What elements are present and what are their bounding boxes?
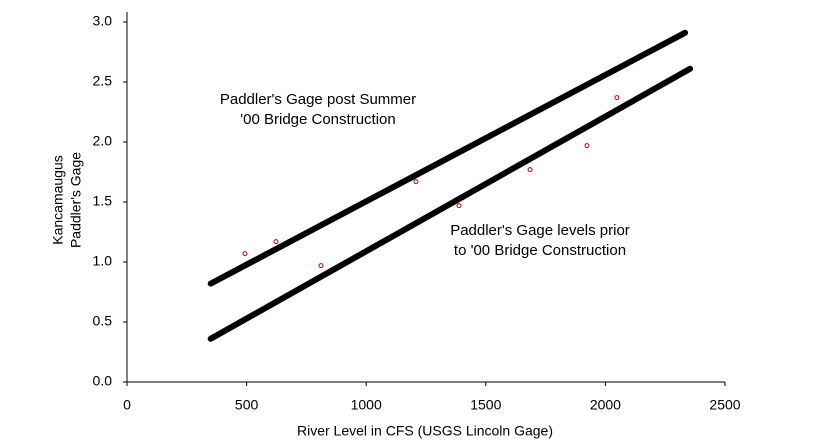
data-point	[318, 263, 324, 269]
y-tick-label: 2.5	[93, 73, 113, 89]
x-tick-label: 2000	[590, 397, 621, 413]
annotation: Paddler's Gage post Summer	[220, 91, 416, 108]
x-tick-label: 0	[123, 397, 131, 413]
annotation: '00 Bridge Construction	[240, 111, 395, 128]
data-point	[242, 251, 248, 257]
y-axis-label: Paddler's Gage	[68, 152, 84, 248]
y-tick-label: 0.0	[93, 373, 113, 389]
annotation: to '00 Bridge Construction	[454, 242, 626, 259]
data-point	[614, 95, 620, 101]
trend-line	[207, 29, 689, 287]
annotation: Paddler's Gage levels prior	[450, 222, 630, 239]
trend-line	[207, 65, 694, 342]
x-axis-label: River Level in CFS (USGS Lincoln Gage)	[297, 423, 553, 439]
x-tick-label: 2500	[709, 397, 740, 413]
x-tick-label: 1500	[470, 397, 501, 413]
data-point	[413, 179, 419, 185]
x-tick-label: 1000	[351, 397, 382, 413]
y-tick-label: 1.5	[93, 193, 113, 209]
y-tick-label: 2.0	[93, 133, 113, 149]
data-point	[273, 239, 279, 245]
x-tick-label: 500	[235, 397, 259, 413]
y-axis-label: Kancamaugus	[50, 155, 66, 245]
y-tick-label: 0.5	[93, 313, 113, 329]
data-point	[584, 143, 590, 149]
data-point	[527, 167, 533, 173]
y-tick-label: 3.0	[93, 13, 113, 29]
data-point	[456, 203, 462, 209]
y-tick-label: 1.0	[93, 253, 113, 269]
